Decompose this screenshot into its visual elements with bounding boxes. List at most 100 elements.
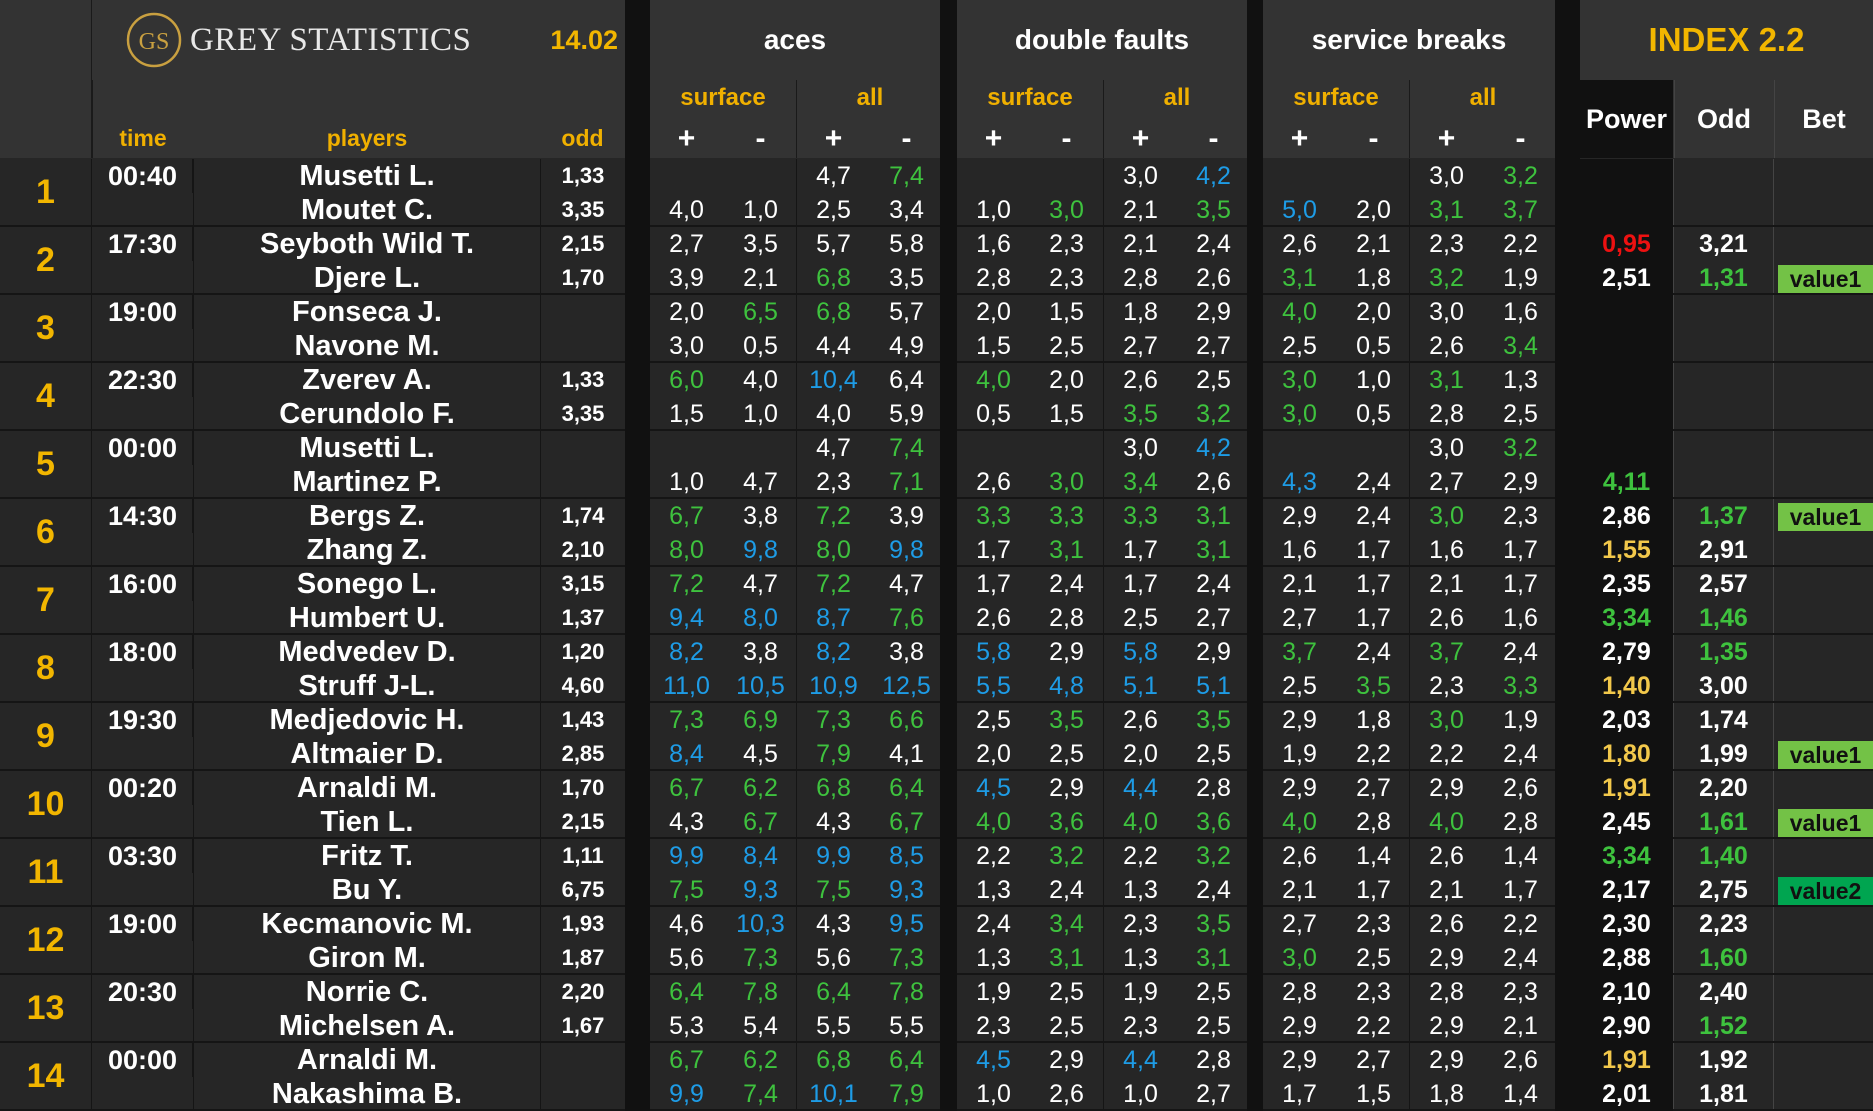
stat-value: 7,9: [816, 739, 851, 768]
stat-value: 2,9: [1049, 773, 1084, 802]
header-corner: [0, 0, 92, 158]
double-faults-header: double faults: [957, 0, 1247, 80]
match-row-separator: [0, 497, 1873, 499]
stat-value: 8,7: [816, 603, 851, 632]
stat-value: 3,0: [1123, 433, 1158, 462]
players-cell-divider: [540, 1043, 541, 1109]
player-odd: 2,85: [561, 741, 605, 766]
stat-value: 6,8: [816, 773, 851, 802]
stat-value: 2,8: [1282, 977, 1317, 1006]
stat-value: 5,6: [816, 943, 851, 972]
service-breaks-subheader-bg: [1263, 80, 1557, 158]
stat-value: 1,6: [1282, 535, 1317, 564]
index-divider: [1673, 567, 1674, 633]
stat-value: 2,1: [1282, 569, 1317, 598]
brand-title: GREY STATISTICS: [190, 21, 472, 58]
stat-value: 1,9: [1282, 739, 1317, 768]
index-odd-value: 1,37: [1699, 501, 1748, 530]
stat-value: 4,0: [816, 399, 851, 428]
time-cell-divider: [193, 431, 194, 497]
stat-value: 3,6: [1196, 807, 1231, 836]
stat-value: 3,4: [1123, 467, 1158, 496]
match-number: 7: [0, 567, 92, 633]
stat-value: 6,2: [743, 773, 778, 802]
stat-value: 2,8: [1123, 263, 1158, 292]
stat-value: 7,4: [743, 1079, 778, 1108]
stat-value: 3,1: [1049, 535, 1084, 564]
player-name: Altmaier D.: [290, 737, 444, 770]
index-divider: [1673, 703, 1674, 769]
stat-value: 4,5: [976, 1045, 1011, 1074]
stat-value: 10,3: [736, 909, 785, 938]
index-divider: [1673, 975, 1674, 1041]
stat-value: 1,7: [976, 569, 1011, 598]
surface-all-divider: [796, 907, 797, 973]
stat-value: 4,2: [1196, 433, 1231, 462]
date-label: 14.02: [550, 24, 618, 55]
stat-value: [724, 159, 797, 193]
surface-all-divider: [1103, 771, 1104, 837]
player-name: Arnaldi M.: [296, 1043, 438, 1076]
stat-value: 1,7: [1123, 569, 1158, 598]
players-cell-divider: [540, 703, 541, 769]
player-name: Seyboth Wild T.: [259, 227, 475, 260]
match-number: 1: [0, 159, 92, 225]
player-odd: 1,67: [561, 1013, 605, 1038]
aces-surface-header: surface: [680, 84, 766, 111]
stat-value: 7,3: [669, 705, 704, 734]
stat-value: 7,5: [669, 875, 704, 904]
stat-value: [957, 159, 1030, 193]
index-divider: [1773, 431, 1774, 497]
stat-value: 3,0: [1123, 161, 1158, 190]
stat-value: 3,0: [1049, 467, 1084, 496]
stat-value: 3,7: [1503, 195, 1538, 224]
bet-column-header: Bet: [1774, 80, 1873, 158]
stat-value: 3,3: [1503, 671, 1538, 700]
stat-value: 1,9: [1123, 977, 1158, 1006]
stat-value: 3,2: [1503, 161, 1538, 190]
stat-value: 2,5: [1196, 977, 1231, 1006]
stat-value: 0,5: [1356, 331, 1391, 360]
match-row-separator: [0, 225, 1873, 227]
player-odd: 1,70: [561, 775, 605, 800]
index-odd-value: 1,60: [1699, 943, 1748, 972]
stat-value: 2,5: [1356, 943, 1391, 972]
match-time: 19:30: [93, 703, 193, 737]
stat-value: 1,5: [1049, 399, 1084, 428]
stat-value: 1,7: [1123, 535, 1158, 564]
stat-value: 3,5: [889, 263, 924, 292]
player-name: Navone M.: [294, 329, 440, 362]
player-name: Martinez P.: [292, 465, 442, 498]
index-odd-value: 1,46: [1699, 603, 1748, 632]
stat-value: 1,4: [1356, 841, 1391, 870]
stat-value: 3,2: [1196, 399, 1231, 428]
player-name: Tien L.: [320, 805, 414, 838]
stat-value: 5,3: [669, 1011, 704, 1040]
stat-value: 1,0: [743, 195, 778, 224]
index-odd-value: 2,91: [1699, 535, 1748, 564]
surface-all-divider: [1103, 1043, 1104, 1109]
player-odd: [541, 431, 625, 465]
power-value: 3,34: [1580, 601, 1673, 635]
stat-value: 2,0: [1049, 365, 1084, 394]
match-time: 18:00: [93, 635, 193, 669]
power-value: 1,91: [1580, 1043, 1673, 1077]
stat-value: 6,2: [743, 1045, 778, 1074]
gs-logo-icon: GS: [126, 12, 182, 68]
index-odd-value: [1674, 431, 1773, 465]
power-value: 3,34: [1580, 839, 1673, 873]
surface-all-divider: [796, 295, 797, 361]
surface-all-divider: [796, 567, 797, 633]
service-breaks-plus-header: +: [1290, 122, 1309, 155]
stat-value: 1,9: [1503, 705, 1538, 734]
aces-plus-header: +: [824, 122, 843, 155]
stat-value: 12,5: [882, 671, 931, 700]
match-number: 2: [0, 227, 92, 293]
stat-value: 2,3: [1123, 909, 1158, 938]
player-odd: 1,70: [561, 265, 605, 290]
service-breaks-minus-header: -: [1368, 122, 1379, 155]
index-divider: [1673, 771, 1674, 837]
stat-value: [1337, 431, 1410, 465]
index-odd-value: [1674, 329, 1773, 363]
